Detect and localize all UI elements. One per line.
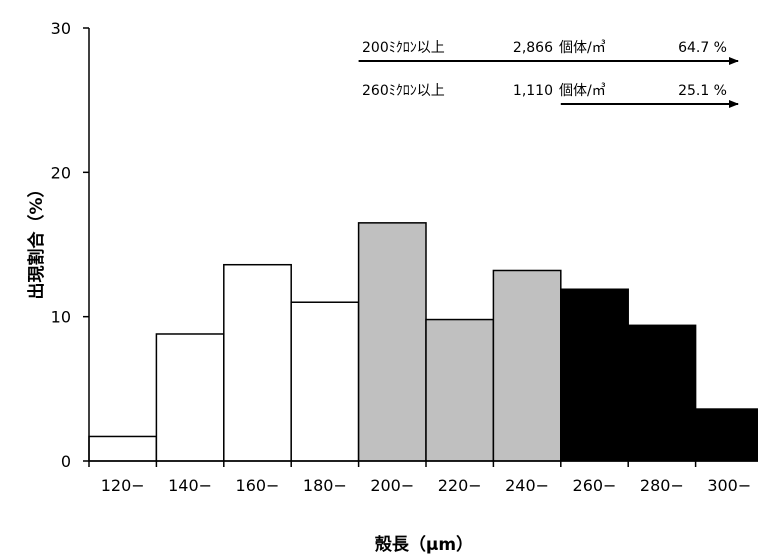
x-tick-label: 280−	[640, 476, 684, 495]
bar-200	[357, 222, 427, 462]
y-tick-label: 10	[51, 308, 71, 327]
bars-group	[88, 222, 758, 462]
y-tick-label: 0	[61, 452, 71, 471]
x-tick-label: 220−	[438, 476, 482, 495]
x-tick-label: 260−	[573, 476, 617, 495]
annotation-label: 260ﾐｸﾛﾝ以上	[362, 83, 445, 99]
y-tick-label: 20	[51, 163, 71, 182]
x-tick-label: 160−	[236, 476, 280, 495]
x-tick-label: 200−	[370, 476, 414, 495]
bar-160	[223, 263, 292, 462]
x-tick-label: 240−	[505, 476, 549, 495]
y-tick-label: 30	[51, 19, 71, 38]
x-tick-label: 300−	[707, 476, 751, 495]
bar-220	[425, 318, 495, 462]
bar-260	[560, 288, 629, 462]
y-axis-label: 出現割合（%）	[26, 180, 47, 299]
annotation-count: 1,110	[513, 83, 553, 99]
annotation-count: 2,866	[513, 40, 553, 56]
annotations-group: 200ﾐｸﾛﾝ以上 2,866 個体/㎥ 64.7 % 260ﾐｸﾛﾝ以上 1,110 個体…	[358, 40, 739, 108]
bar-120	[88, 435, 158, 462]
bar-300	[694, 408, 758, 462]
bar-180	[290, 301, 360, 462]
bar-280	[627, 324, 697, 462]
annotation-unit: 個体/㎥	[559, 40, 606, 56]
annotation-unit: 個体/㎥	[559, 83, 606, 99]
axes-group: 0 10 20 30 120− 140− 160− 180− 200− 220− 240− 260− 2…	[51, 19, 758, 495]
annotation-percent: 64.7 %	[678, 40, 727, 56]
annotation-label: 200ﾐｸﾛﾝ以上	[362, 40, 445, 56]
x-axis-label: 殻長（μm）	[375, 534, 473, 554]
annotation-percent: 25.1 %	[678, 83, 727, 99]
x-tick-label: 140−	[168, 476, 212, 495]
x-tick-label: 120−	[101, 476, 145, 495]
bar-240	[492, 269, 562, 462]
bar-140	[155, 333, 225, 462]
x-tick-label: 180−	[303, 476, 347, 495]
